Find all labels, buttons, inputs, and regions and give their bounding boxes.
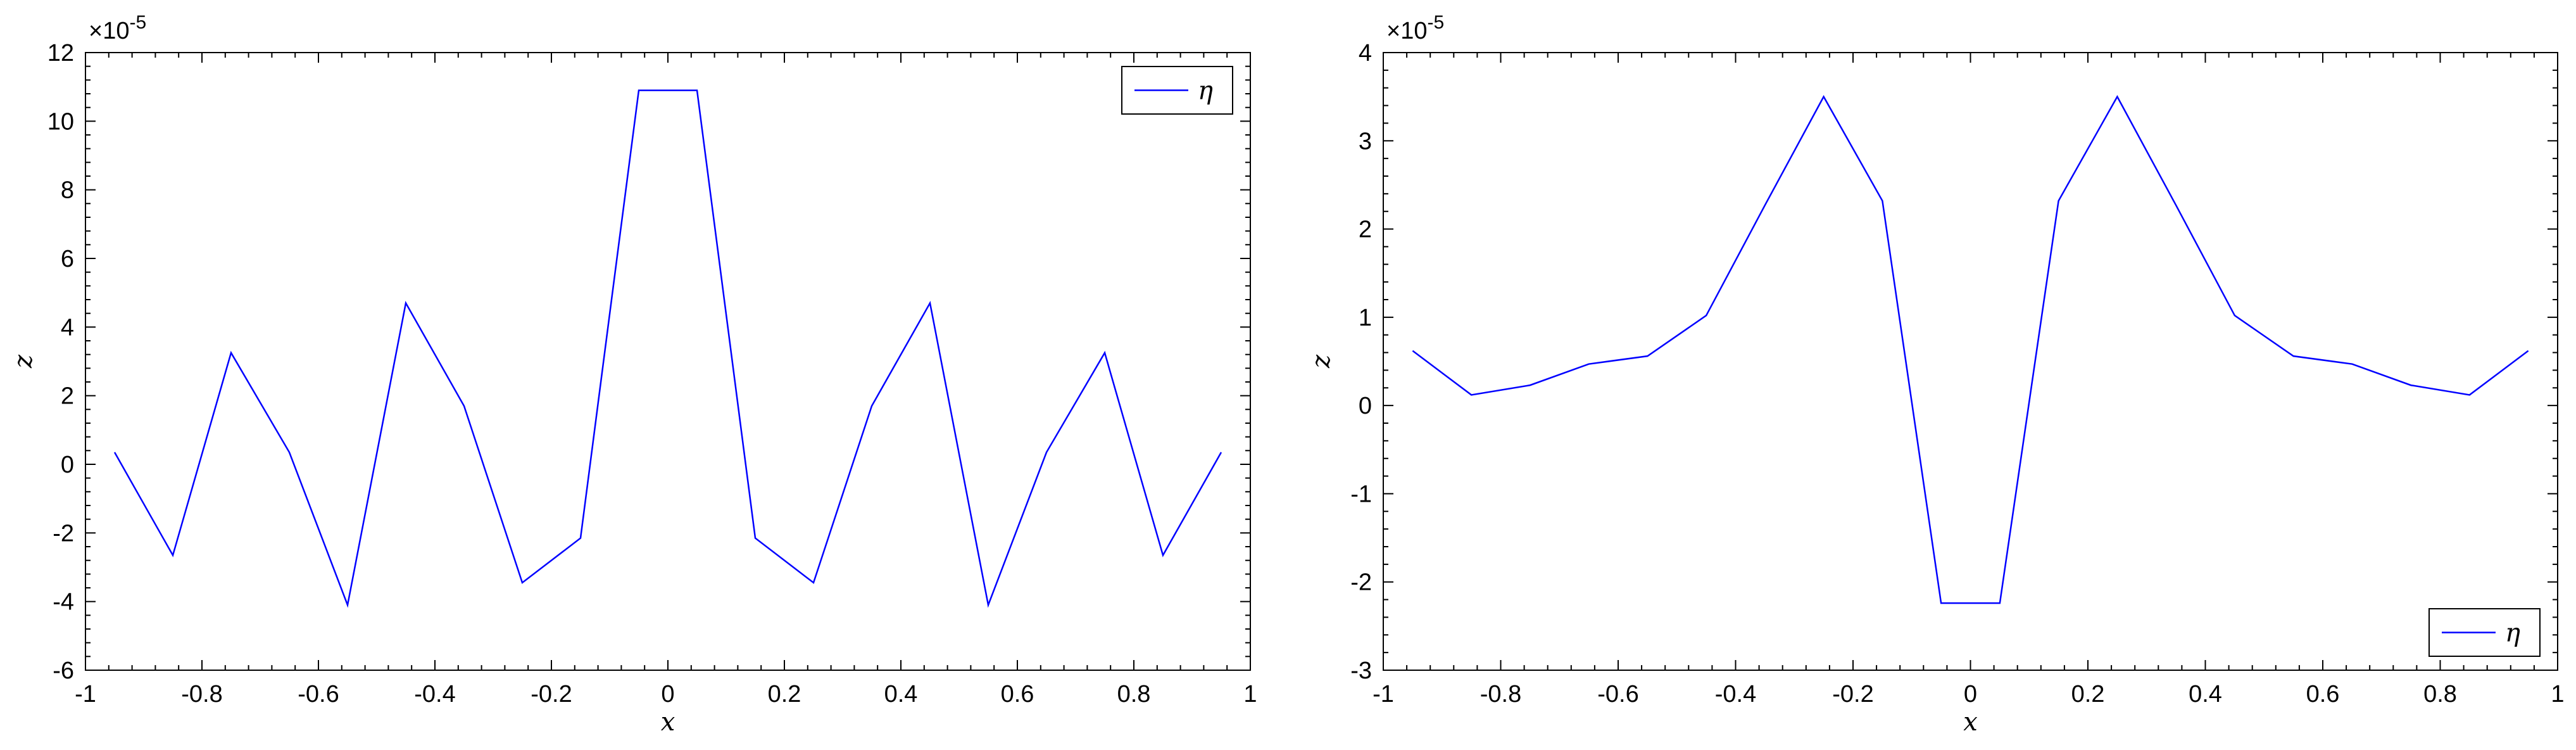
x-axis-label: x — [661, 708, 675, 737]
y-exponent-power: -5 — [129, 12, 146, 33]
y-tick-label: 8 — [61, 177, 74, 204]
y-tick-label: -3 — [1350, 658, 1372, 684]
y-tick-label: 1 — [1359, 305, 1372, 331]
y-tick-label: 3 — [1359, 128, 1372, 155]
y-tick-label: 10 — [47, 108, 74, 135]
x-tick-label: 0.2 — [2071, 681, 2105, 708]
y-tick-label: -2 — [53, 520, 74, 547]
y-tick-label: -4 — [53, 589, 74, 616]
legend: η — [1121, 66, 1233, 115]
legend: η — [2428, 608, 2541, 657]
x-tick-label: -0.4 — [414, 681, 455, 708]
y-tick-label: -6 — [53, 658, 74, 684]
plot-frame — [85, 52, 1251, 671]
x-tick-label: -0.6 — [298, 681, 339, 708]
x-tick-label: 0.4 — [884, 681, 918, 708]
y-tick-label: 4 — [1359, 40, 1372, 67]
y-exponent-power: -5 — [1427, 12, 1444, 33]
x-tick-label: 0.6 — [2306, 681, 2340, 708]
x-tick-label: 1 — [1243, 681, 1257, 708]
y-exponent-label: ×10-5 — [1386, 12, 1444, 44]
x-tick-label: -0.8 — [1480, 681, 1521, 708]
x-tick-label: 0.8 — [1117, 681, 1151, 708]
chart-left: -1 -0.8 -0.6 -0.4 -0.2 0 0.2 0.4 0.6 0.8 1 -6 -4 -2 0 2… — [9, 12, 1257, 737]
x-tick-label: -1 — [1373, 681, 1394, 708]
y-exponent-base: ×10 — [89, 18, 129, 44]
chart-right: -1 -0.8 -0.6 -0.4 -0.2 0 0.2 0.4 0.6 0.8 1 -3 -2 -1 0 1… — [1307, 12, 2565, 737]
x-tick-label: -0.4 — [1715, 681, 1756, 708]
y-tick-label: 0 — [1359, 393, 1372, 419]
x-tick-label: -0.2 — [531, 681, 572, 708]
x-tick-label: -0.6 — [1597, 681, 1638, 708]
y-exponent-base: ×10 — [1386, 18, 1427, 44]
y-exponent-label: ×10-5 — [89, 12, 146, 44]
y-tick-label: -2 — [1350, 569, 1372, 596]
y-tick-label: 4 — [61, 314, 74, 341]
x-tick-label: 0.6 — [1001, 681, 1034, 708]
x-tick-label: -0.2 — [1832, 681, 1873, 708]
x-tick-label: 1 — [2551, 681, 2564, 708]
x-tick-label: 0.4 — [2189, 681, 2222, 708]
y-tick-label: 0 — [61, 452, 74, 478]
y-axis-label: z — [9, 354, 38, 369]
series-line-eta — [1412, 95, 2529, 604]
y-tick-label: 2 — [1359, 217, 1372, 243]
y-axis-label: z — [1307, 354, 1336, 369]
y-tick-label: 2 — [61, 383, 74, 410]
x-tick-label: 0.2 — [768, 681, 801, 708]
y-tick-label: -1 — [1350, 481, 1372, 507]
x-axis-label: x — [1963, 708, 1978, 737]
x-tick-label: 0.8 — [2423, 681, 2457, 708]
legend-label: η — [1198, 77, 1213, 106]
x-tick-label: -0.8 — [181, 681, 222, 708]
series-line-eta — [113, 89, 1222, 608]
x-tick-label: 0 — [661, 681, 674, 708]
x-tick-label: 0 — [1964, 681, 1977, 708]
legend-label: η — [2505, 619, 2520, 648]
plot-frame — [1383, 52, 2558, 671]
y-tick-label: 6 — [61, 246, 74, 272]
x-tick-label: -1 — [75, 681, 96, 708]
y-tick-label: 12 — [47, 40, 74, 67]
